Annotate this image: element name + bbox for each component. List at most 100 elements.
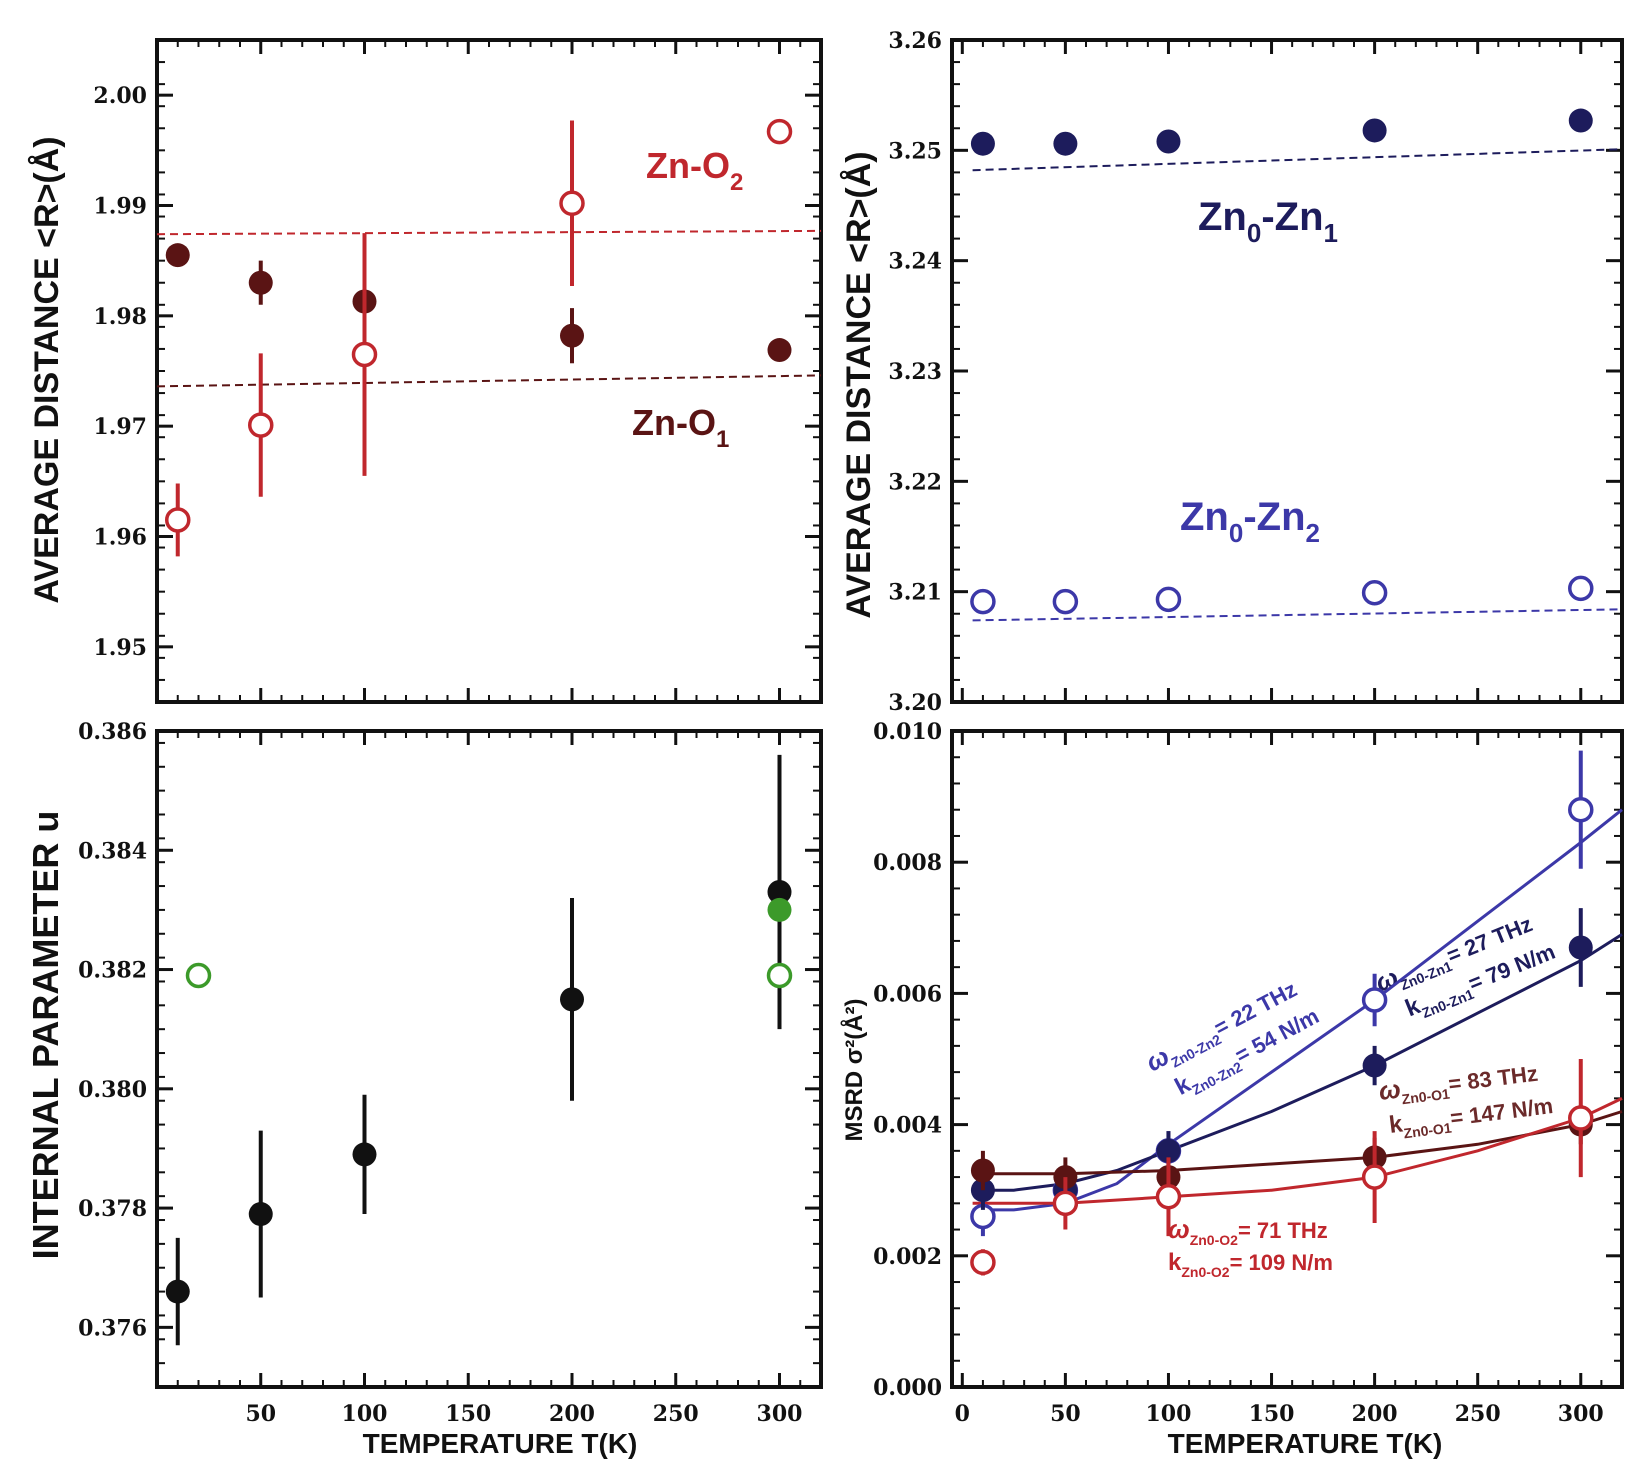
data-point — [970, 1158, 995, 1183]
y-tick-label: 0.384 — [78, 838, 147, 864]
data-point — [165, 243, 190, 268]
label-fit-zn0-o2: ωZn0-O2= 71 THz kZn0-O2= 109 N/m — [1168, 1214, 1333, 1280]
data-point-open — [1155, 586, 1182, 613]
data-point-open — [970, 588, 996, 615]
fit-line — [156, 374, 822, 388]
fit-line — [972, 808, 1623, 1212]
svg-text:ωZn0-O2= 71 THz: ωZn0-O2= 71 THz — [1168, 1214, 1328, 1248]
data-point-open — [1155, 1184, 1182, 1210]
data-point-open — [1361, 987, 1388, 1013]
y-tick-label: 3.23 — [888, 359, 942, 385]
y-tick-label: 0.002 — [873, 1244, 942, 1270]
y-tick-label: 1.98 — [93, 304, 147, 330]
data-point — [352, 1142, 377, 1167]
data-point-open — [351, 341, 378, 368]
x-tick-label: 250 — [1455, 1401, 1501, 1427]
panel-bottom-right-frame — [950, 729, 1624, 1389]
y-tick-label: 2.00 — [93, 83, 147, 109]
y-tick-label: 0.006 — [873, 981, 942, 1007]
fit-line — [972, 1110, 1623, 1176]
data-point — [1053, 131, 1078, 156]
x-tick-label: 150 — [445, 1401, 491, 1427]
data-point-open — [1568, 575, 1594, 602]
y-tick-label: 3.26 — [888, 28, 942, 54]
label-zn-o2: Zn-O2 — [646, 145, 743, 196]
data-point — [248, 270, 273, 295]
label-fit-zn0-o1: ωZn0-O1= 83 THz kZn0-O1= 147 N/m — [1377, 1061, 1554, 1142]
data-point — [1362, 118, 1387, 143]
label-fit-zn0-zn2: ωZn0-Zn2= 22 THz kZn0-Zn2= 54 N/m — [1141, 976, 1323, 1100]
y-tick-label: 0.010 — [873, 719, 942, 745]
x-tick-label: 300 — [757, 1401, 803, 1427]
data-point-open — [766, 118, 793, 145]
data-point-open — [1568, 1105, 1594, 1131]
y-tick-label: 0.000 — [873, 1375, 942, 1401]
data-point-open — [559, 190, 585, 217]
fit-line — [156, 229, 822, 236]
panel-bottom-right: 0.000 0.002 0.004 0.006 0.008 0.010 0 50 100 150 2… — [873, 719, 1623, 1427]
data-point — [248, 1202, 273, 1227]
x-tick-label: 200 — [549, 1401, 595, 1427]
y-tick-label: 3.22 — [888, 469, 942, 495]
x-tick-label: 100 — [1145, 1401, 1191, 1427]
y-tick-label: 1.95 — [93, 635, 147, 661]
data-point — [1568, 108, 1593, 133]
label-fit-zn0-zn1: ωZn0-Zn1= 27 THz kZn0-Zn1= 79 N/m — [1371, 911, 1559, 1022]
data-point — [970, 131, 995, 156]
label-zn-o1: Zn-O1 — [632, 402, 729, 453]
y-tick-label: 3.21 — [888, 580, 942, 606]
top-left-y-axis-title: AVERAGE DISTANCE <R>(Å) — [28, 136, 66, 603]
data-point — [1156, 1138, 1181, 1163]
top-right-y-axis-title: AVERAGE DISTANCE <R>(Å) — [840, 151, 878, 618]
data-point — [1568, 935, 1593, 960]
data-point-open — [185, 962, 212, 989]
x-tick-label: 50 — [1050, 1401, 1081, 1427]
y-tick-label: 1.99 — [93, 194, 147, 220]
panel-top-left: 1.95 1.96 1.97 1.98 1.99 2.00 — [93, 39, 822, 703]
y-tick-label: 3.25 — [888, 138, 942, 164]
data-point — [767, 880, 792, 905]
data-point — [560, 323, 584, 348]
bottom-left-y-axis-title: INTERNAL PARAMETER u — [25, 811, 66, 1260]
data-point — [767, 897, 792, 922]
fit-line — [972, 933, 1623, 1192]
fit-line — [972, 148, 1623, 172]
data-point — [165, 1279, 190, 1304]
data-point-open — [248, 412, 274, 438]
y-tick-label: 0.004 — [873, 1113, 942, 1139]
data-point-open — [1568, 796, 1594, 823]
data-point-open — [165, 507, 191, 533]
svg-text:kZn0-O2= 109 N/m: kZn0-O2= 109 N/m — [1168, 1249, 1333, 1280]
data-point-open — [1052, 1190, 1079, 1217]
panel-top-left-frame — [155, 38, 823, 704]
x-tick-label: 200 — [1352, 1401, 1398, 1427]
data-point — [560, 987, 584, 1012]
panel-bottom-left-frame — [155, 729, 823, 1389]
panel-top-right: 3.20 3.21 3.22 3.23 3.24 3.25 3.26 — [888, 28, 1623, 716]
bottom-right-y-axis-title: MSRD σ²(Å²) — [840, 998, 868, 1141]
x-tick-label: 250 — [653, 1401, 699, 1427]
x-tick-label: 100 — [342, 1401, 388, 1427]
data-point-open — [970, 1249, 996, 1276]
y-tick-label: 0.386 — [78, 719, 147, 745]
data-point-open — [1052, 588, 1079, 615]
bottom-left-x-axis-title: TEMPERATURE T(K) — [363, 1428, 638, 1459]
bottom-right-x-axis-title: TEMPERATURE T(K) — [1168, 1428, 1443, 1459]
y-tick-label: 3.24 — [888, 249, 942, 275]
y-tick-label: 3.20 — [888, 690, 942, 716]
data-point-open — [1361, 1164, 1388, 1190]
data-point-open — [1361, 580, 1388, 606]
x-tick-label: 150 — [1249, 1401, 1295, 1427]
x-tick-label: 50 — [245, 1401, 276, 1427]
label-zn0-zn1: Zn0-Zn1 — [1198, 195, 1338, 248]
fit-line — [972, 608, 1623, 622]
data-point — [1362, 1053, 1387, 1078]
data-point — [1156, 129, 1181, 154]
y-tick-label: 0.378 — [78, 1196, 147, 1222]
panel-bottom-left: 0.376 0.378 0.380 0.382 0.384 0.386 50 100 150 20… — [78, 719, 821, 1427]
x-tick-label: 0 — [955, 1401, 970, 1427]
label-zn0-zn2: Zn0-Zn2 — [1180, 495, 1320, 548]
panel-top-right-frame — [950, 38, 1624, 704]
y-tick-label: 0.008 — [873, 850, 942, 876]
